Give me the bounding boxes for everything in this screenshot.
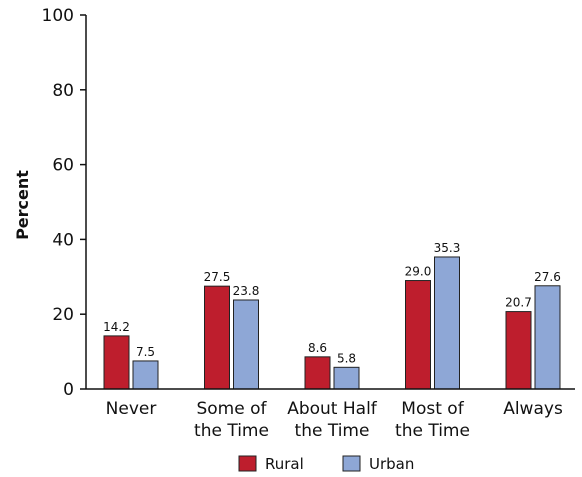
legend-label-rural: Rural <box>265 455 304 473</box>
bar-urban <box>534 285 561 390</box>
data-label: 7.5 <box>136 345 155 359</box>
y-tick-label: 20 <box>52 305 74 325</box>
bar-urban <box>233 299 259 390</box>
data-label: 8.6 <box>308 341 327 355</box>
bar-rural <box>405 280 431 390</box>
bar-rural <box>304 356 331 390</box>
bars: 14.2 7.5 27.523.8 8.6 5.8 29.035.3 20.727.6 <box>103 241 561 390</box>
legend-label-urban: Urban <box>369 455 414 473</box>
data-label: 20.7 <box>505 296 532 310</box>
legend: Rural Urban <box>238 455 414 473</box>
x-tick-label-line: Always <box>503 399 563 419</box>
x-tick-label: Most of the Time <box>395 399 470 441</box>
data-label: 29.0 <box>405 265 432 279</box>
bar-urban <box>132 360 159 390</box>
data-label: 27.6 <box>534 270 561 284</box>
bar-rural <box>204 285 230 390</box>
y-tick-label: 100 <box>42 6 74 26</box>
bar-urban <box>434 256 460 390</box>
bar-urban <box>333 366 360 390</box>
data-label: 27.5 <box>204 270 231 284</box>
x-tick-label-line: the Time <box>194 421 269 441</box>
x-tick-label-line: the Time <box>395 421 470 441</box>
x-tick-label-line: About Half <box>287 399 378 419</box>
y-axis-title: Percent <box>13 170 32 240</box>
data-label: 14.2 <box>103 320 130 334</box>
y-axis: 0 20 40 60 80 100 <box>42 6 87 400</box>
legend-swatch-rural <box>238 455 257 472</box>
data-label: 23.8 <box>233 284 260 298</box>
y-tick-label: 0 <box>63 380 74 400</box>
x-tick-label: Never <box>106 399 157 419</box>
x-tick-label: Some of the Time <box>194 399 269 441</box>
x-tick-label-line: Most of <box>401 399 464 419</box>
bar-rural <box>103 335 130 390</box>
y-tick-label: 60 <box>52 156 74 176</box>
bar-rural <box>505 311 532 390</box>
x-tick-label: Always <box>503 399 563 419</box>
x-tick-label-line: the Time <box>295 421 370 441</box>
data-label: 35.3 <box>434 241 461 255</box>
x-tick-label: About Half the Time <box>287 399 378 441</box>
y-tick-label: 80 <box>52 81 74 101</box>
x-tick-label-line: Some of <box>196 399 267 419</box>
y-tick-label: 40 <box>52 230 74 250</box>
data-label: 5.8 <box>337 351 356 365</box>
legend-swatch-urban <box>342 455 361 472</box>
x-tick-label-line: Never <box>106 399 157 419</box>
